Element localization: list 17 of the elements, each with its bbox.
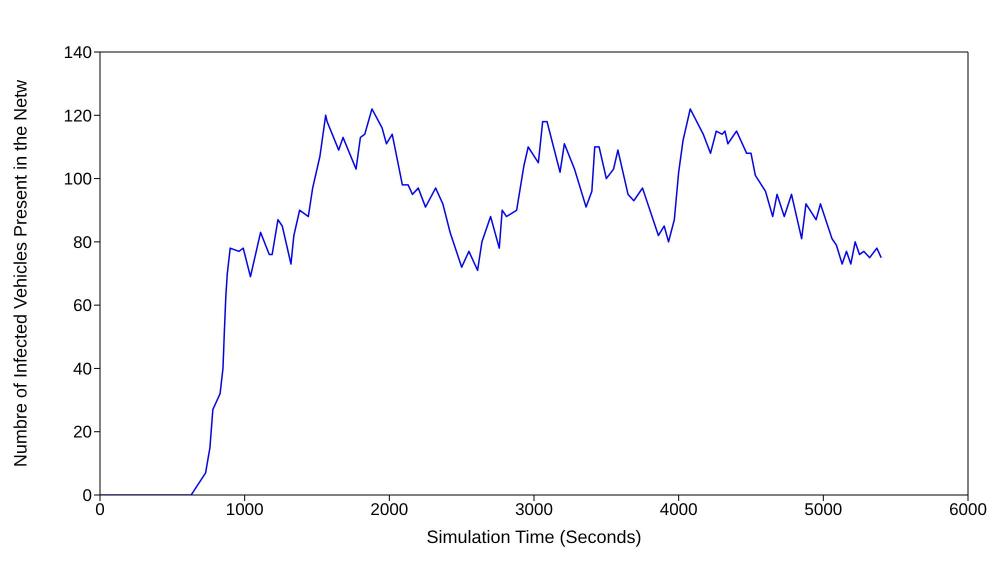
y-tick-label: 100	[64, 170, 92, 189]
y-tick-label: 80	[73, 232, 92, 252]
x-tick-label: 2000	[370, 500, 408, 520]
y-tick-label: 20	[73, 422, 92, 442]
y-tick-label: 40	[73, 359, 92, 378]
x-tick-label: 4000	[660, 500, 698, 520]
x-tick-label: 5000	[804, 500, 842, 520]
y-tick-label: 140	[64, 43, 92, 62]
x-tick-label: 0	[95, 500, 105, 520]
y-tick-label: 60	[73, 296, 92, 316]
x-tick-label: 1000	[226, 500, 264, 520]
x-axis-title: Simulation Time (Seconds)	[426, 527, 642, 547]
y-axis-title: Numbre of Infected Vehicles Present in the Netw	[10, 78, 30, 468]
y-tick-label: 120	[64, 106, 92, 126]
x-tick-label: 6000	[949, 500, 987, 520]
y-tick-label: 0	[82, 486, 92, 506]
x-tick-label: 3000	[515, 500, 553, 520]
